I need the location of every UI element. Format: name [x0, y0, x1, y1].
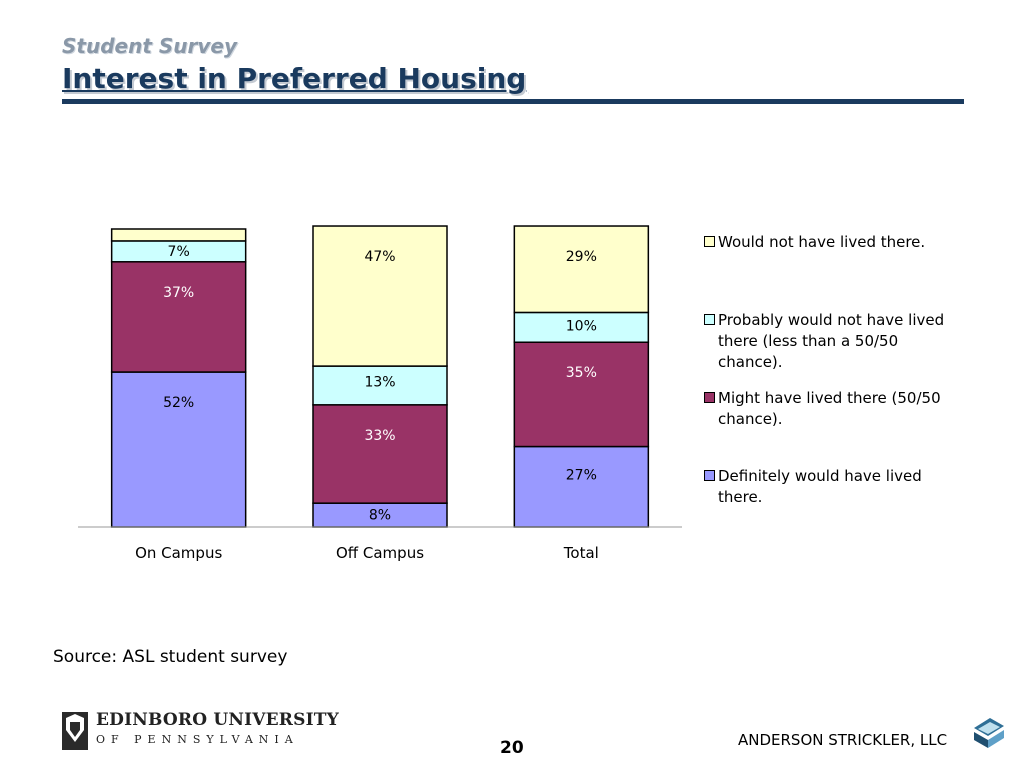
- data-label-1-2: 13%: [364, 375, 395, 391]
- company-logo-icon: [974, 718, 1004, 748]
- bar-segment-1-3: [312, 225, 448, 367]
- slide-subtitle: Student Survey: [62, 34, 237, 58]
- category-label-0: On Campus: [135, 544, 222, 562]
- data-label-1-0: 8%: [369, 507, 391, 523]
- slide-title: Interest in Preferred Housing: [62, 62, 527, 95]
- category-label-1: Off Campus: [336, 544, 424, 562]
- data-label-1-3: 47%: [364, 249, 395, 265]
- legend-swatch-probably-not: [704, 314, 715, 325]
- legend-label-would-not: Would not have lived there.: [718, 233, 926, 251]
- data-label-0-0: 52%: [163, 395, 194, 411]
- category-label-2: Total: [563, 544, 599, 562]
- company-name: ANDERSON STRICKLER, LLC: [738, 731, 948, 749]
- university-name: EDINBORO UNIVERSITY: [96, 710, 339, 730]
- data-label-0-2: 7%: [168, 244, 190, 260]
- bar-segment-2-3: [513, 225, 650, 314]
- data-label-1-1: 33%: [364, 428, 395, 444]
- university-state: OF PENNSYLVANIA: [96, 733, 299, 746]
- university-crest-icon: [62, 712, 88, 750]
- bar-segment-1-2: [312, 365, 448, 406]
- university-logo: EDINBORO UNIVERSITY OF PENNSYLVANIA: [60, 706, 339, 752]
- legend-swatch-definitely: [704, 470, 715, 481]
- bar-segment-0-3: [110, 228, 247, 242]
- data-label-0-1: 37%: [163, 285, 194, 301]
- title-rule: [62, 99, 964, 104]
- source-note: Source: ASL student survey: [53, 647, 288, 667]
- data-label-2-0: 27%: [566, 468, 597, 484]
- data-label-2-3: 29%: [566, 249, 597, 265]
- bar-segment-2-0: [513, 445, 650, 528]
- bar-segment-1-1: [312, 404, 448, 504]
- stacked-bar-chart: 52% 37% 7% On Campus 8% 33% 13% 47% Off Campus 27…: [78, 225, 682, 562]
- bar-segment-0-1: [110, 261, 247, 373]
- data-label-2-1: 35%: [566, 365, 597, 381]
- legend-swatch-might: [704, 392, 715, 403]
- page-number: 20: [500, 738, 524, 758]
- legend-swatch-would-not: [704, 236, 715, 247]
- legend-label-probably-not: Probably would not have lived there (les…: [718, 311, 945, 371]
- bar-segment-2-1: [513, 341, 650, 448]
- legend-label-might: Might have lived there (50/50 chance).: [718, 389, 941, 428]
- legend-label-definitely: Definitely would have lived there.: [718, 467, 922, 506]
- data-label-2-2: 10%: [566, 318, 597, 334]
